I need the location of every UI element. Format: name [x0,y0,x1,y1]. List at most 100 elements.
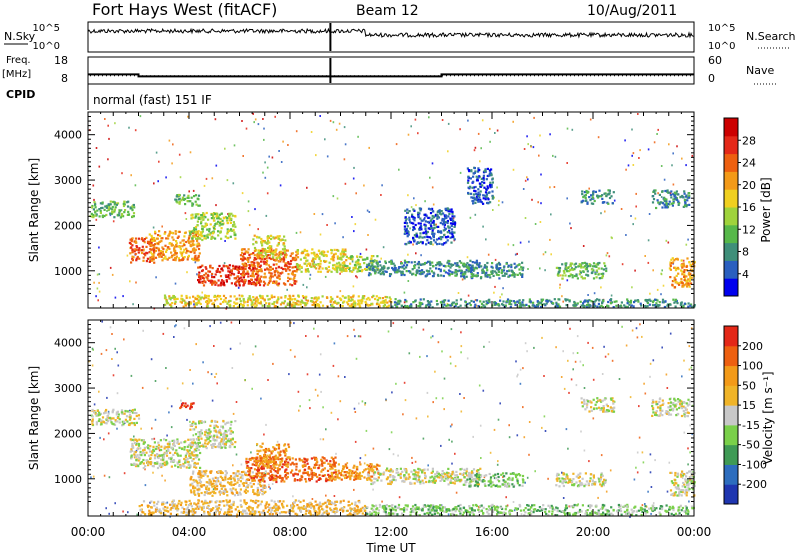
scatter-cell [152,471,154,474]
scatter-cell [211,177,214,180]
data-cell [383,266,386,270]
data-cell [269,275,272,278]
data-cell [222,442,225,445]
data-cell [194,456,197,459]
scatter-cell [325,494,327,497]
data-cell [134,237,138,240]
data-cell [204,272,207,275]
data-cell [225,275,228,278]
data-cell [226,232,229,235]
data-cell [558,268,561,271]
scatter-cell [352,177,355,180]
data-cell [173,441,176,444]
data-cell [689,275,692,278]
data-cell [150,236,154,239]
data-cell [270,252,273,255]
data-cell [424,227,427,231]
data-cell [113,423,117,426]
data-cell [550,300,553,303]
data-cell [201,227,204,231]
data-cell [520,266,523,269]
scatter-cell [516,375,518,378]
scatter-cell [263,127,265,130]
scatter-cell [122,510,124,513]
data-cell [196,294,199,297]
scatter-cell [151,427,153,430]
data-cell [460,269,463,272]
data-cell [476,272,479,275]
data-cell [240,276,243,279]
data-cell [206,442,209,446]
data-cell [257,298,260,301]
data-cell [588,196,591,199]
data-cell [584,299,587,302]
data-cell [443,242,446,245]
data-cell [229,295,232,298]
data-cell [240,295,244,298]
data-cell [137,465,140,468]
data-cell [231,214,234,217]
scatter-cell [526,476,529,479]
scatter-cell [566,279,569,282]
scatter-cell [683,431,686,434]
data-cell [388,300,391,303]
data-cell [278,257,281,260]
data-cell [282,256,285,259]
data-cell [299,258,302,261]
data-cell [179,465,182,468]
scatter-cell [372,488,374,491]
data-cell [460,261,463,264]
data-cell [157,234,160,237]
data-cell [480,201,483,204]
scatter-cell [505,496,507,499]
data-cell [142,449,145,452]
data-cell [413,219,416,222]
data-cell [334,252,337,255]
data-cell [555,303,558,306]
data-cell [438,237,441,240]
data-cell [102,420,105,423]
data-cell [512,300,515,303]
data-cell [666,189,669,192]
data-cell [240,273,243,276]
data-cell [143,241,146,244]
data-cell [680,269,683,272]
data-cell [305,264,309,267]
scatter-cell [657,192,659,195]
data-cell [581,190,584,193]
scatter-cell [106,396,108,399]
scatter-cell [250,451,252,454]
data-cell [324,254,327,257]
scatter-cell [448,438,450,441]
data-cell [288,294,291,297]
data-cell [98,413,101,416]
data-cell [269,272,272,275]
data-cell [192,454,195,457]
data-cell [193,235,196,238]
data-cell [441,217,444,221]
scatter-cell [440,444,442,447]
data-cell [316,255,319,258]
scatter-cell [354,335,356,338]
data-cell [268,249,271,252]
data-cell [420,228,423,231]
data-cell [157,444,160,447]
data-cell [177,465,180,468]
data-cell [663,203,666,206]
scatter-cell [639,149,641,152]
data-cell [514,303,517,306]
data-cell [300,265,303,268]
data-cell [367,304,370,307]
data-cell [339,253,343,256]
data-cell [131,251,134,254]
data-cell [163,463,167,467]
data-cell [569,262,572,265]
data-cell [361,300,364,303]
data-cell [273,295,276,298]
scatter-cell [568,391,570,394]
scatter-cell [242,155,244,157]
data-cell [261,295,264,298]
scatter-cell [489,477,492,480]
data-cell [679,195,682,198]
scatter-cell [567,447,569,450]
